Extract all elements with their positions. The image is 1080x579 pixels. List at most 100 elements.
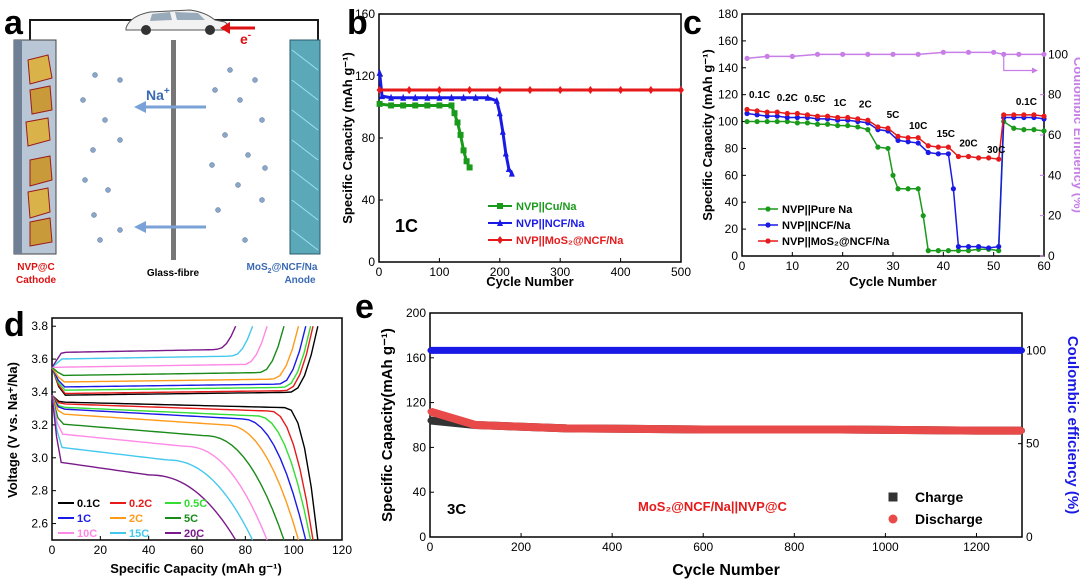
xlabel-d: Specific Capacity (mAh g⁻¹) — [110, 561, 282, 576]
panel-label-c: c — [683, 4, 702, 42]
data-point — [973, 347, 980, 354]
data-point — [955, 243, 962, 250]
x-tick-label: 20 — [836, 259, 850, 273]
y-tick-label: 40 — [362, 193, 376, 207]
x-tick-label: 300 — [550, 265, 570, 279]
data-point — [497, 236, 503, 244]
y-tick-label: 120 — [406, 396, 426, 410]
data-point — [890, 51, 896, 57]
data-point — [804, 120, 811, 126]
data-point — [835, 114, 841, 121]
data-point — [955, 248, 962, 254]
y-right-tick-label: 80 — [1048, 88, 1062, 102]
y-right-tick-label: 0 — [1026, 530, 1033, 544]
rate-label: 10C — [909, 121, 927, 132]
anode-label-1: MoS2@NCF/Na — [247, 262, 318, 275]
discharge-curve — [51, 394, 319, 541]
panel-label-a: a — [4, 4, 24, 42]
data-point — [436, 93, 443, 101]
panel-c: c 0 10 20 30 40 50 600204060801001201401601800… — [683, 4, 1080, 289]
charge-curve — [51, 325, 237, 368]
axes-b: 0 100 200 300 400 500 0 40 80 120 160 — [355, 7, 691, 279]
charge-curve — [52, 326, 268, 369]
electron-arrowhead-icon — [220, 22, 230, 34]
data-point — [427, 408, 434, 415]
data-point — [448, 102, 455, 109]
data-point — [557, 85, 564, 94]
data-point — [888, 514, 898, 524]
data-c — [744, 49, 1047, 254]
data-point — [950, 186, 957, 192]
data-point — [617, 85, 624, 94]
data-point — [427, 417, 434, 424]
rate-label: 30C — [987, 145, 1005, 156]
data-point — [496, 85, 503, 94]
data-point — [744, 118, 750, 125]
discharge-curve — [51, 394, 312, 541]
y-tick-label: 200 — [406, 306, 426, 320]
discharge-curve — [51, 395, 237, 541]
panel-b: b 0 100 200 300 400 500 0 40 80 120 160 Cycle Numb… — [340, 4, 691, 289]
data-point — [814, 121, 821, 127]
data-point — [412, 93, 419, 101]
data-point — [436, 102, 443, 109]
data-point — [774, 113, 780, 119]
y-tick-label: 40 — [725, 195, 739, 209]
y-tick-label: 20 — [725, 222, 739, 236]
separator-label: Glass-fibre — [147, 268, 200, 279]
rate-label: 15C — [937, 129, 955, 140]
y-tick-label: 2.6 — [31, 517, 48, 531]
data-point — [427, 347, 434, 354]
y-tick-label: 3.2 — [31, 418, 48, 432]
legend-entry: 0.2C — [129, 498, 152, 510]
ce-axis-arrow — [1003, 52, 1034, 72]
data-point — [905, 135, 911, 141]
discharge-curve — [51, 394, 307, 541]
data-point — [794, 120, 800, 126]
data-point — [865, 127, 871, 133]
data-point — [824, 121, 831, 127]
x-tick-label: 80 — [239, 543, 253, 557]
y-tick-label: 80 — [413, 440, 427, 454]
data-point — [700, 347, 707, 354]
data-point — [840, 51, 846, 57]
data-point — [1041, 51, 1047, 57]
y-tick-label: 3.6 — [31, 352, 48, 366]
x-tick-label: 0 — [49, 543, 56, 557]
x-tick-label: 600 — [693, 540, 713, 554]
data-point — [460, 147, 467, 154]
data-point — [754, 112, 760, 118]
data-point — [888, 492, 898, 502]
data-point — [890, 172, 896, 178]
data-point — [376, 68, 383, 76]
data-point — [774, 118, 780, 125]
legend-entry: NVP||Pure Na — [782, 204, 853, 216]
data-point — [885, 125, 891, 131]
x-tick-label: 1000 — [872, 540, 899, 554]
y-tick-label: 160 — [718, 34, 738, 48]
rate-annotation-b: 1C — [395, 216, 418, 236]
panel-a: a e- — [4, 4, 321, 286]
ylabel-b: Specific Capacity (mAh g⁻¹) — [340, 52, 355, 224]
y-tick-label: 140 — [718, 61, 738, 75]
y-right-tick-label: 100 — [1048, 47, 1068, 61]
data-point — [794, 114, 800, 121]
x-tick-label: 0 — [427, 540, 434, 554]
y-tick-label: 3.4 — [31, 385, 48, 399]
rate-labels-c: 0.1C 0.2C 0.5C 1C 2C 5C 10C 15C 20C 30C 0.1C — [749, 90, 1037, 156]
data-point — [454, 119, 461, 126]
x-tick-label: 400 — [611, 265, 631, 279]
data-point — [895, 133, 901, 139]
y-tick-label: 100 — [718, 115, 738, 129]
data-point — [836, 426, 843, 433]
data-point — [935, 151, 941, 157]
rate-label: 0.1C — [1016, 97, 1037, 108]
data-point — [945, 151, 951, 157]
data-point — [754, 108, 760, 114]
legend-e: Charge Discharge — [888, 489, 983, 527]
ylabel-e: Specific Capacity(mAh g⁻¹) — [379, 328, 396, 522]
data-point — [647, 85, 654, 94]
rate-label: 20C — [959, 138, 977, 149]
ylabel-c: Specific Capacity (mAh g⁻¹) — [700, 49, 715, 221]
legend-entry: 0.1C — [77, 498, 100, 510]
